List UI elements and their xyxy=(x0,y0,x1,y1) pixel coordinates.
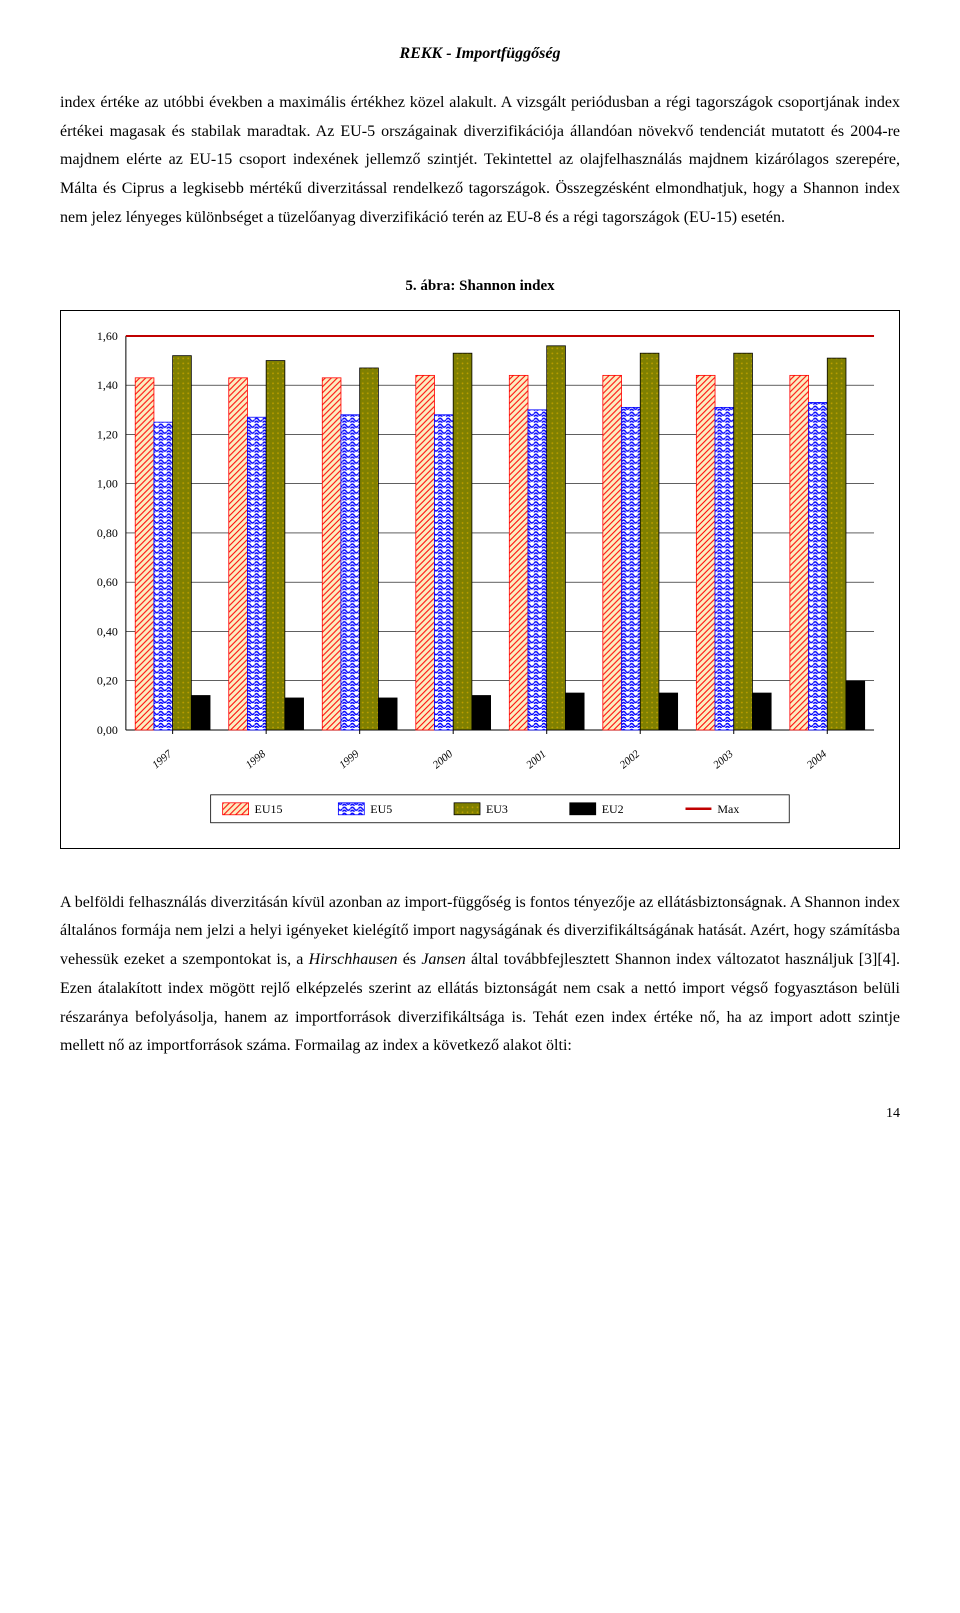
svg-text:EU3: EU3 xyxy=(486,802,508,816)
chart-container: 0,00 0,20 0,40 0,60 0,80 1,00 1,20 1,40 1,60 1997… xyxy=(60,310,900,849)
svg-text:1,00: 1,00 xyxy=(97,476,118,490)
svg-text:1998: 1998 xyxy=(244,747,269,771)
shannon-index-chart: 0,00 0,20 0,40 0,60 0,80 1,00 1,20 1,40 1,60 1997… xyxy=(71,321,889,840)
svg-text:0,00: 0,00 xyxy=(97,723,118,737)
svg-text:0,40: 0,40 xyxy=(97,624,118,638)
svg-text:EU2: EU2 xyxy=(602,802,624,816)
svg-text:0,80: 0,80 xyxy=(97,526,118,540)
svg-text:0,20: 0,20 xyxy=(97,674,118,688)
paragraph-2: A belföldi felhasználás diverzitásán kív… xyxy=(60,889,900,1062)
svg-text:2002: 2002 xyxy=(618,747,643,771)
svg-text:2001: 2001 xyxy=(524,748,549,771)
svg-text:1,40: 1,40 xyxy=(97,378,118,392)
page-header: REKK - Importfüggőség xyxy=(60,40,900,69)
svg-text:2003: 2003 xyxy=(711,747,736,771)
svg-text:1,60: 1,60 xyxy=(97,329,118,343)
svg-text:2004: 2004 xyxy=(805,747,830,771)
svg-text:1,20: 1,20 xyxy=(97,427,118,441)
svg-text:2000: 2000 xyxy=(431,747,456,771)
svg-text:EU15: EU15 xyxy=(255,802,283,816)
page-number: 14 xyxy=(60,1101,900,1126)
chart-title: 5. ábra: Shannon index xyxy=(60,273,900,300)
svg-text:0,60: 0,60 xyxy=(97,575,118,589)
svg-text:1997: 1997 xyxy=(150,747,175,771)
p2-italic-2: Jansen xyxy=(421,951,465,968)
svg-text:Max: Max xyxy=(717,802,739,816)
paragraph-1: index értéke az utóbbi években a maximál… xyxy=(60,89,900,233)
p2-italic-1: Hirschhausen xyxy=(309,951,398,968)
svg-text:EU5: EU5 xyxy=(370,802,392,816)
p2-text-2: és xyxy=(398,951,422,968)
svg-text:1999: 1999 xyxy=(337,747,362,771)
